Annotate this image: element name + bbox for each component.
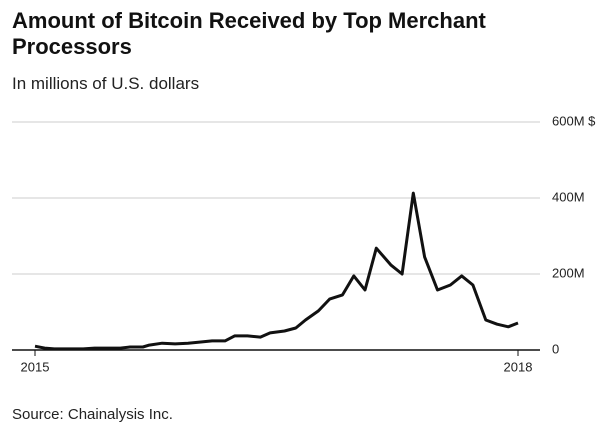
y-tick-label: 400M — [552, 189, 585, 204]
chart-title: Amount of Bitcoin Received by Top Mercha… — [12, 8, 486, 59]
source-note: Source: Chainalysis Inc. — [12, 406, 173, 423]
x-tick-label: 2015 — [21, 359, 50, 374]
chart-subtitle: In millions of U.S. dollars — [12, 74, 200, 93]
x-tick-label: 2018 — [504, 359, 533, 374]
data-line — [34, 191, 519, 351]
y-tick-label: 600M $ — [552, 113, 596, 128]
y-tick-label: 0 — [552, 341, 559, 356]
y-tick-label: 200M — [552, 265, 585, 280]
